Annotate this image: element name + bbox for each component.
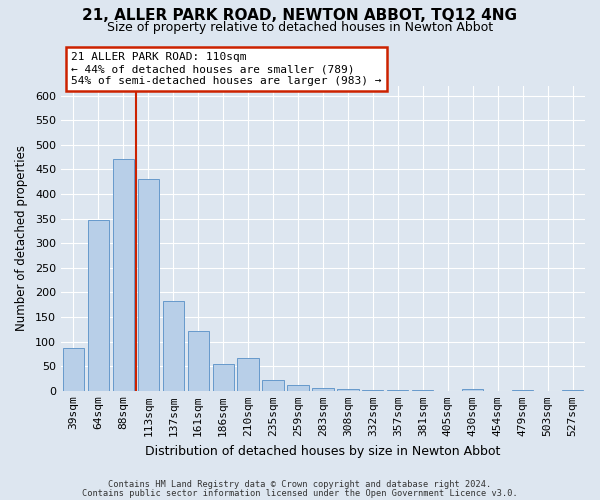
- Bar: [88, 220, 109, 391]
- Text: Contains HM Land Registry data © Crown copyright and database right 2024.: Contains HM Land Registry data © Crown c…: [109, 480, 491, 489]
- Bar: [313, 388, 334, 391]
- Text: Contains public sector information licensed under the Open Government Licence v3: Contains public sector information licen…: [82, 488, 518, 498]
- Bar: [337, 389, 359, 391]
- Bar: [113, 158, 134, 391]
- Bar: [562, 390, 583, 391]
- Bar: [188, 331, 209, 391]
- Bar: [163, 301, 184, 391]
- Text: 21, ALLER PARK ROAD, NEWTON ABBOT, TQ12 4NG: 21, ALLER PARK ROAD, NEWTON ABBOT, TQ12 …: [83, 8, 517, 22]
- Bar: [137, 179, 159, 391]
- Text: Size of property relative to detached houses in Newton Abbot: Size of property relative to detached ho…: [107, 21, 493, 34]
- Bar: [212, 364, 234, 391]
- X-axis label: Distribution of detached houses by size in Newton Abbot: Distribution of detached houses by size …: [145, 444, 500, 458]
- Bar: [287, 385, 308, 391]
- Bar: [63, 348, 84, 391]
- Text: 21 ALLER PARK ROAD: 110sqm
← 44% of detached houses are smaller (789)
54% of sem: 21 ALLER PARK ROAD: 110sqm ← 44% of deta…: [71, 52, 382, 86]
- Bar: [262, 380, 284, 391]
- Bar: [238, 358, 259, 391]
- Y-axis label: Number of detached properties: Number of detached properties: [15, 146, 28, 332]
- Bar: [462, 389, 484, 391]
